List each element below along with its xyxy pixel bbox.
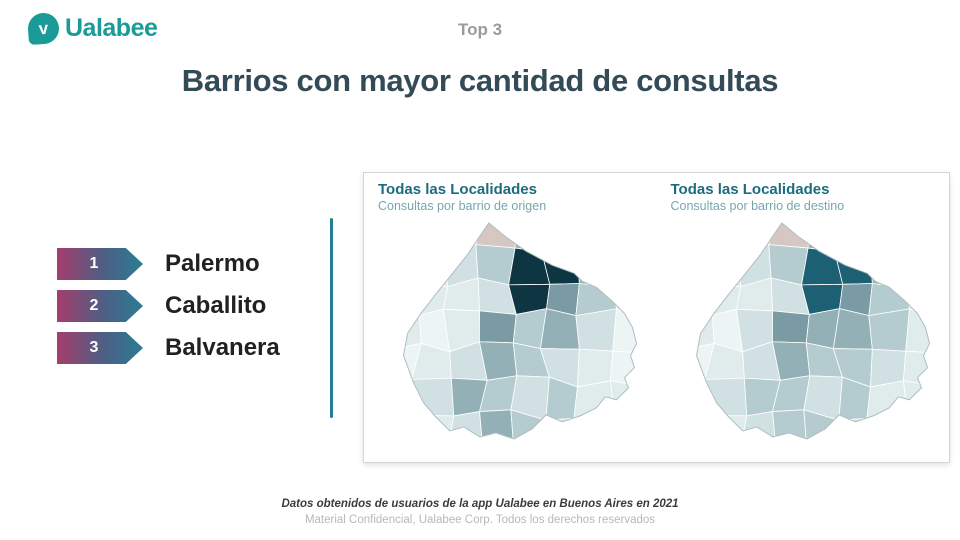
rank-badge-3: 3 (57, 332, 143, 364)
vertical-divider (330, 218, 333, 418)
choropleth-map-destination (695, 222, 930, 440)
maps-panel: Todas las Localidades Consultas por barr… (363, 172, 950, 463)
map-origin-title: Todas las Localidades (378, 181, 537, 198)
ranking-row-3: 3 Balvanera (57, 332, 280, 364)
map-destination-title: Todas las Localidades (670, 181, 830, 198)
footer-confidential-note: Material Confidencial, Ualabee Corp. Tod… (304, 514, 656, 526)
brand-logo: v Ualabee (26, 11, 158, 46)
footer: Datos obtenidos de usuarios de la app Ua… (0, 498, 960, 526)
rank-number: 3 (89, 339, 99, 356)
footer-source-note: Datos obtenidos de usuarios de la app Ua… (281, 498, 679, 510)
map-destination-subtitle: Consultas por barrio de destino (670, 199, 845, 213)
rank-number: 1 (89, 255, 99, 272)
ranking-row-2: 2 Caballito (57, 290, 280, 322)
choropleth-map-origin (403, 222, 638, 440)
page-title: Barrios con mayor cantidad de consultas (181, 63, 779, 98)
ranking-list: 1 Palermo 2 Caballito 3 Balvanera (57, 248, 280, 374)
rank-badge-1: 1 (57, 248, 143, 280)
rank-label-caballito: Caballito (165, 292, 267, 319)
map-origin-block: Todas las Localidades Consultas por barr… (364, 173, 657, 462)
map-origin-subtitle: Consultas por barrio de origen (378, 199, 547, 213)
kicker-top3: Top 3 (457, 20, 503, 39)
rank-badge-2: 2 (57, 290, 143, 322)
ranking-row-1: 1 Palermo (57, 248, 280, 280)
rank-number: 2 (89, 297, 99, 314)
rank-label-palermo: Palermo (165, 250, 260, 277)
rank-label-balvanera: Balvanera (165, 334, 280, 361)
map-destination-block: Todas las Localidades Consultas por barr… (657, 173, 950, 462)
brand-name: Ualabee (65, 14, 158, 42)
